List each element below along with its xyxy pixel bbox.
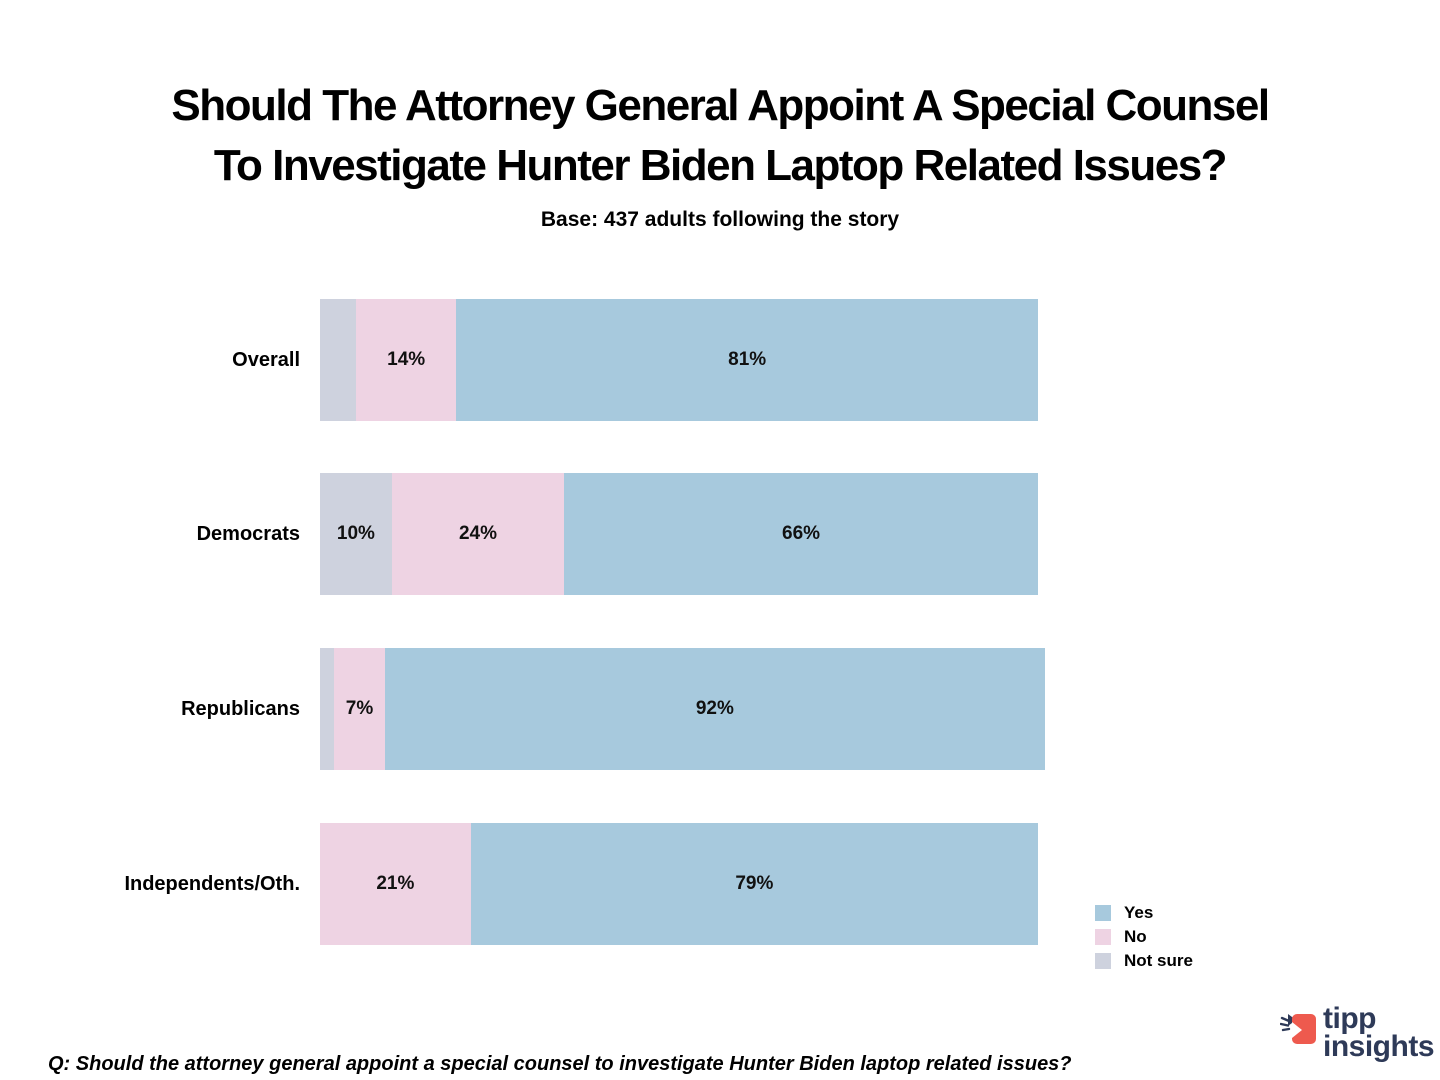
segment-yes: 81% [456, 299, 1038, 421]
category-label: Overall [232, 348, 300, 371]
chart-legend: Yes No Not sure [1095, 901, 1193, 973]
category-label: Democrats [196, 522, 300, 545]
segment-no: 21% [320, 823, 471, 945]
logo-word-tipp: tipp [1323, 1002, 1376, 1035]
legend-item-yes: Yes [1095, 901, 1193, 925]
segment-not-sure: 10% [320, 473, 392, 595]
segment-yes: 66% [564, 473, 1038, 595]
category-label: Republicans [181, 697, 300, 720]
category-label: Independents/Oth. [124, 872, 300, 895]
tipp-insights-logo: tipp insights [1280, 1002, 1435, 1063]
tipp-insights-logo-icon [1280, 1014, 1316, 1044]
segment-not-sure [320, 299, 356, 421]
tipp-insights-logo-text: tipp insights [1323, 1002, 1435, 1063]
chart-title-line1: Should The Attorney General Appoint A Sp… [171, 81, 1270, 130]
segment-no: 7% [334, 648, 385, 770]
segment-yes: 79% [470, 823, 1038, 945]
segment-value-label: 21% [376, 873, 415, 894]
legend-swatch-no [1095, 929, 1111, 945]
bar-row-independents-oth: Independents/Oth. 21% 79% [0, 823, 1440, 945]
segment-value-label: 14% [387, 349, 426, 370]
source-note-question: Q: Should the attorney general appoint a… [48, 1052, 1072, 1075]
segment-value-label: 66% [782, 523, 821, 544]
legend-item-not-sure: Not sure [1095, 949, 1193, 973]
segment-value-label: 92% [695, 698, 734, 719]
logo-word-insights: insights [1323, 1029, 1435, 1063]
segment-value-label: 24% [458, 523, 497, 544]
legend-label-no: No [1124, 927, 1147, 946]
stacked-bar: 7% 92% [320, 648, 1046, 770]
bar-row-overall: Overall 14% 81% [0, 299, 1440, 421]
chart-title: Should The Attorney General Appoint A Sp… [0, 76, 1440, 196]
source-note: Q: Should the attorney general appoint a… [48, 992, 1072, 1080]
segment-no: 24% [391, 473, 565, 595]
segment-not-sure [320, 648, 335, 770]
bar-row-democrats: Democrats 10% 24% 66% [0, 473, 1440, 595]
legend-swatch-not-sure [1095, 953, 1111, 969]
legend-label-yes: Yes [1124, 903, 1154, 922]
chart-subtitle: Base: 437 adults following the story [540, 208, 900, 231]
segment-no: 14% [355, 299, 457, 421]
bar-row-republicans: Republicans 7% 92% [0, 648, 1440, 770]
legend-label-not-sure: Not sure [1124, 951, 1193, 970]
segment-value-label: 10% [336, 523, 375, 544]
chart-title-line2: To Investigate Hunter Biden Laptop Relat… [213, 140, 1228, 190]
segment-value-label: 7% [345, 698, 374, 719]
legend-item-no: No [1095, 925, 1193, 949]
segment-yes: 92% [384, 648, 1046, 770]
stacked-bar: 21% 79% [320, 823, 1038, 945]
stacked-bar: 14% 81% [320, 299, 1038, 421]
stacked-bar: 10% 24% 66% [320, 473, 1038, 595]
legend-swatch-yes [1095, 905, 1111, 921]
segment-value-label: 79% [735, 873, 774, 894]
segment-value-label: 81% [728, 349, 767, 370]
